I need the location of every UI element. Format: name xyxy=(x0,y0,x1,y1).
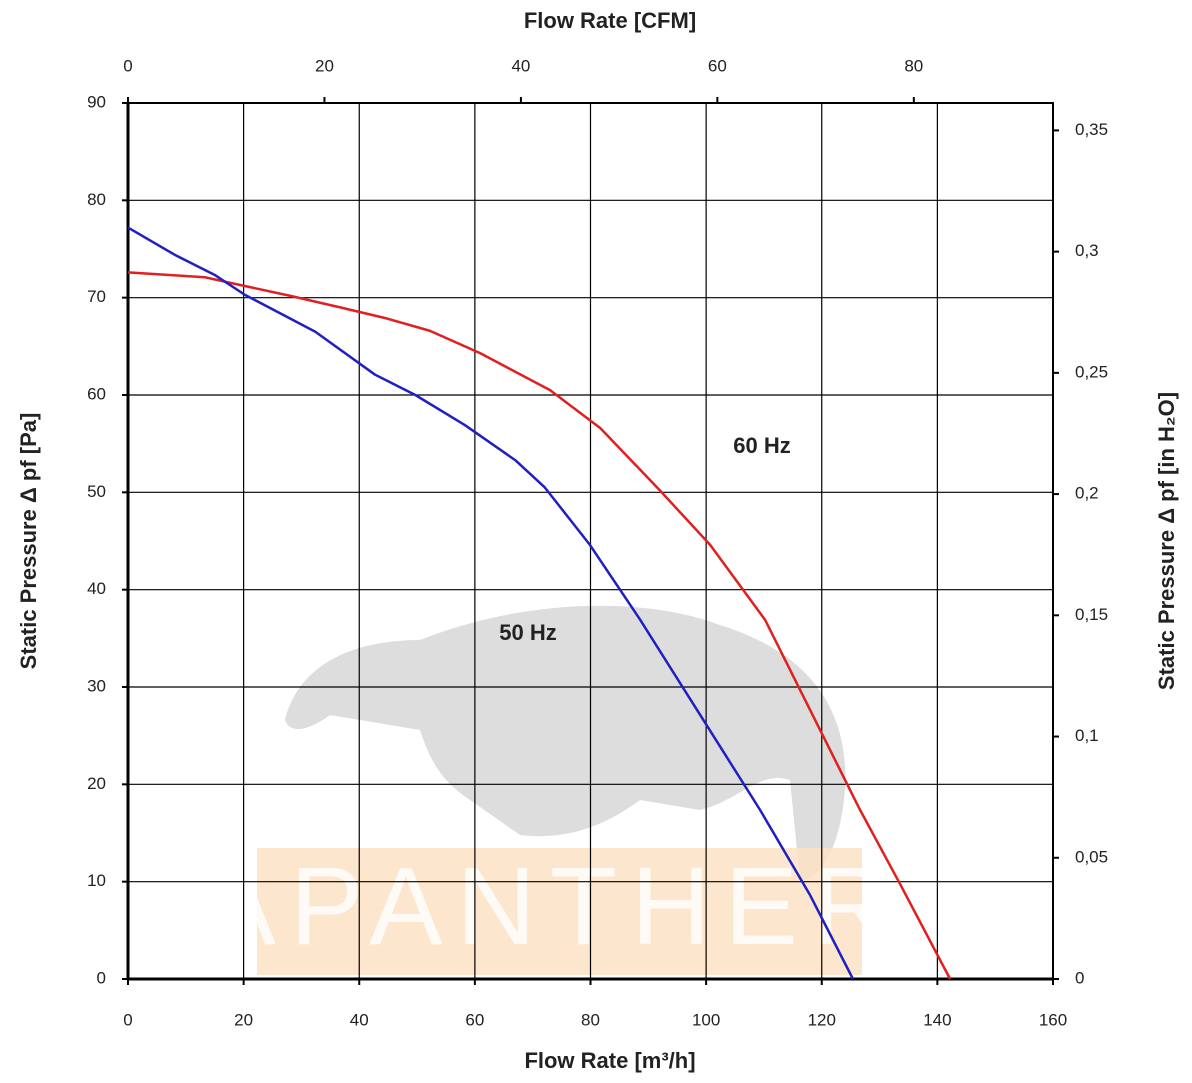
x-tick-label: 0 xyxy=(123,1010,132,1029)
x-tick-label: 120 xyxy=(808,1010,836,1029)
y2-tick-label: 0,1 xyxy=(1075,726,1099,745)
x-tick-label: 100 xyxy=(692,1010,720,1029)
panther-logo xyxy=(285,605,846,880)
y-tick-label: 20 xyxy=(87,774,106,793)
x-tick-label: 60 xyxy=(465,1010,484,1029)
y2-tick-label: 0 xyxy=(1075,968,1084,987)
x2-tick-label: 60 xyxy=(708,56,727,75)
x2-axis-title: Flow Rate [CFM] xyxy=(524,8,696,33)
y2-tick-label: 0,15 xyxy=(1075,605,1108,624)
watermark-text: LAPANTHERA xyxy=(127,845,992,968)
y-tick-label: 30 xyxy=(87,676,106,695)
watermark-band xyxy=(257,848,862,975)
y2-axis-title: Static Pressure Δ pf [in H₂O] xyxy=(1154,392,1179,690)
x-tick-label: 160 xyxy=(1039,1010,1067,1029)
x-tick-label: 40 xyxy=(350,1010,369,1029)
y-tick-label: 60 xyxy=(87,384,106,403)
x-axis-title: Flow Rate [m³/h] xyxy=(524,1048,695,1073)
y-tick-label: 40 xyxy=(87,579,106,598)
x-tick-label: 140 xyxy=(923,1010,951,1029)
y-tick-label: 50 xyxy=(87,482,106,501)
x-tick-label: 20 xyxy=(234,1010,253,1029)
y2-tick-label: 0,3 xyxy=(1075,241,1099,260)
x2-tick-label: 40 xyxy=(511,56,530,75)
x2-tick-label: 0 xyxy=(123,56,132,75)
series-line xyxy=(127,271,952,980)
series-line xyxy=(127,226,855,980)
y-tick-label: 90 xyxy=(87,92,106,111)
x2-tick-label: 20 xyxy=(315,56,334,75)
series-label: 60 Hz xyxy=(733,433,790,458)
watermark: LAPANTHERA xyxy=(127,605,992,975)
y2-tick-label: 0,25 xyxy=(1075,362,1108,381)
y-tick-label: 0 xyxy=(97,968,106,987)
y-tick-label: 70 xyxy=(87,287,106,306)
x2-tick-label: 80 xyxy=(904,56,923,75)
y-tick-label: 10 xyxy=(87,871,106,890)
y-axis-title: Static Pressure Δ pf [Pa] xyxy=(16,413,41,670)
y2-tick-label: 0,2 xyxy=(1075,484,1099,503)
y2-tick-label: 0,05 xyxy=(1075,847,1108,866)
y2-tick-label: 0,35 xyxy=(1075,120,1108,139)
x-tick-label: 80 xyxy=(581,1010,600,1029)
series-label: 50 Hz xyxy=(499,620,556,645)
y-tick-label: 80 xyxy=(87,190,106,209)
